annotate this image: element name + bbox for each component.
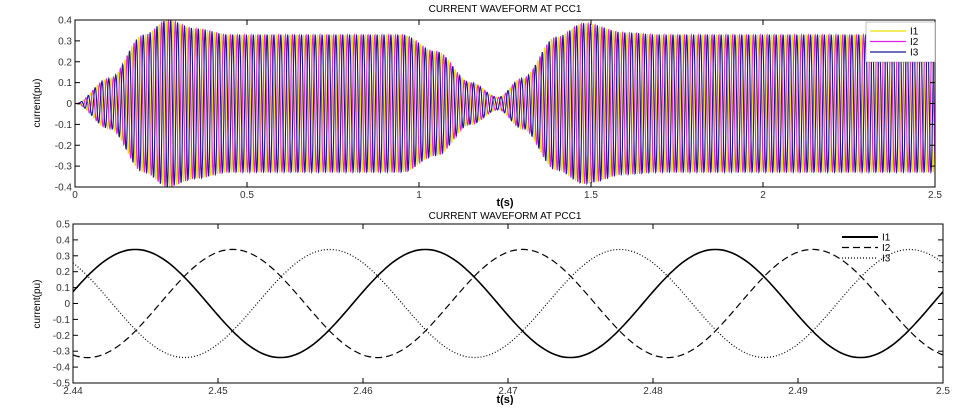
x-tick-label: 2.44	[63, 386, 83, 397]
x-tick-label: 2.46	[353, 386, 373, 397]
series-line-I2	[75, 18, 936, 187]
x-tick-label: 0	[72, 190, 78, 201]
y-tick-label: -0.2	[53, 331, 71, 342]
bottom-plot-ylabel: current(pu)	[32, 280, 43, 329]
bottom-plot-xlabel: t(s)	[496, 394, 513, 405]
x-tick-label: 2	[760, 190, 766, 201]
y-tick-label: 0.1	[56, 283, 70, 294]
top-plot-ylabel: current(pu)	[32, 79, 43, 128]
top-plot: CURRENT WAVEFORM AT PCC1 t(s) current(pu…	[32, 4, 942, 209]
y-tick-label: 0.4	[56, 235, 70, 246]
top-series-group	[75, 18, 936, 189]
x-tick-label: 0.5	[240, 190, 254, 201]
y-tick-label: -0.1	[53, 315, 71, 326]
bottom-plot-title: CURRENT WAVEFORM AT PCC1	[429, 211, 582, 222]
bottom-plot: CURRENT WAVEFORM AT PCC1 t(s) current(pu…	[32, 211, 950, 406]
legend-label-I3: I3	[882, 254, 891, 265]
legend-label-I2: I2	[910, 37, 919, 48]
x-tick-label: 1.5	[584, 190, 598, 201]
y-tick-label: -0.5	[53, 379, 71, 390]
legend-label-I1: I1	[882, 233, 891, 244]
legend-label-I2: I2	[882, 243, 891, 254]
y-tick-label: -0.2	[55, 141, 73, 152]
series-line-I3	[72, 248, 944, 359]
legend-label-I1: I1	[910, 27, 919, 38]
y-tick-label: 0.5	[56, 220, 70, 231]
x-tick-label: 2.48	[643, 386, 663, 397]
series-line-I2	[72, 248, 944, 359]
y-tick-label: -0.3	[53, 347, 71, 358]
x-tick-label: 1	[416, 190, 422, 201]
y-tick-label: 0.3	[56, 251, 70, 262]
bottom-axes-box	[72, 223, 944, 384]
y-tick-label: 0.1	[58, 78, 72, 89]
y-tick-label: 0.4	[58, 16, 72, 27]
x-tick-label: 2.5	[928, 190, 942, 201]
bottom-series-group	[72, 248, 944, 359]
y-tick-label: 0.3	[58, 36, 72, 47]
y-tick-label: -0.4	[55, 183, 73, 194]
x-tick-label: 2.49	[788, 386, 808, 397]
top-plot-xlabel: t(s)	[496, 197, 513, 209]
top-plot-title: CURRENT WAVEFORM AT PCC1	[429, 4, 582, 15]
y-tick-label: 0	[66, 99, 72, 110]
y-tick-label: 0.2	[58, 57, 72, 68]
series-line-I1	[75, 20, 936, 187]
legend-label-I3: I3	[910, 48, 919, 59]
y-tick-label: 0	[64, 299, 70, 310]
y-tick-label: -0.3	[55, 162, 73, 173]
x-tick-label: 2.47	[498, 386, 518, 397]
x-tick-label: 2.45	[208, 386, 228, 397]
y-tick-label: 0.2	[56, 267, 70, 278]
y-tick-label: -0.4	[53, 363, 71, 374]
y-tick-label: -0.1	[55, 120, 73, 131]
x-tick-label: 2.5	[936, 386, 950, 397]
series-line-I3	[75, 20, 936, 189]
series-line-I1	[72, 248, 944, 359]
